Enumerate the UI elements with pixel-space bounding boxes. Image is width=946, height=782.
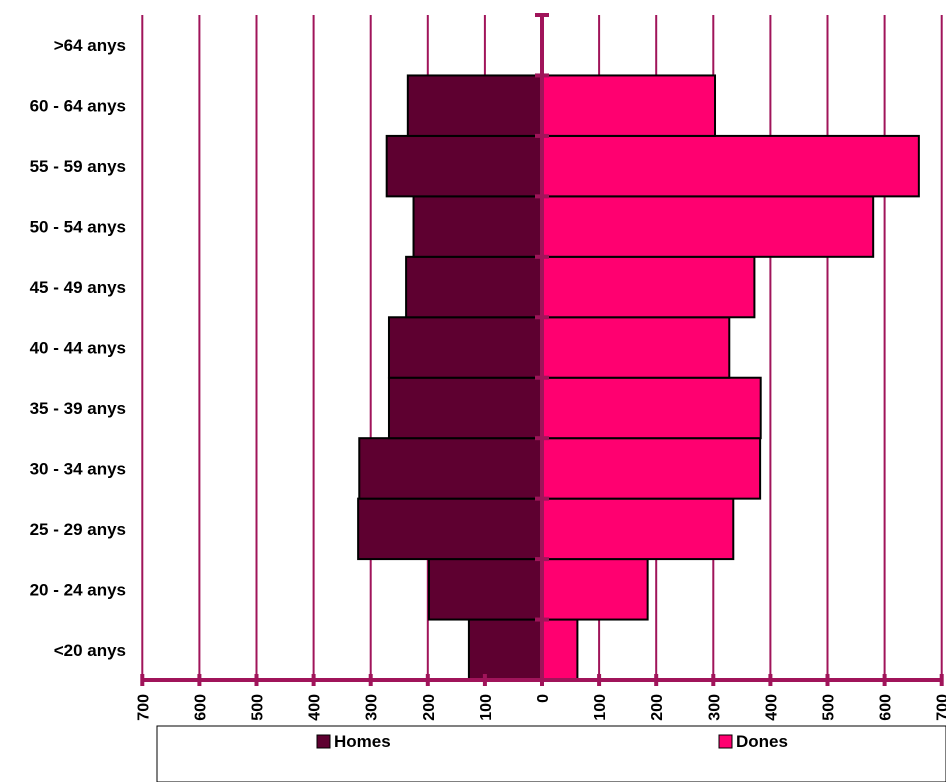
tick-label: 200 — [649, 694, 666, 721]
bars — [357, 74, 920, 682]
legend-swatch-dones — [718, 734, 733, 749]
category-label: 40 - 44 anys — [30, 339, 126, 358]
bar-homes — [357, 497, 543, 561]
tick-label: 100 — [478, 694, 495, 721]
legend-label-homes: Homes — [334, 732, 391, 751]
tick-label: 0 — [535, 694, 552, 703]
tick-label: 500 — [821, 694, 838, 721]
tick-label: 700 — [935, 694, 946, 721]
bar-dones — [541, 437, 762, 500]
bar-homes — [385, 134, 543, 198]
tick-label: 300 — [364, 694, 381, 721]
category-labels: <20 anys 20 - 24 anys 25 - 29 anys 30 - 34 … — [30, 36, 126, 660]
bar-dones — [541, 74, 717, 137]
category-label: 25 - 29 anys — [30, 520, 126, 539]
category-label: 35 - 39 anys — [30, 399, 126, 418]
bar-homes — [358, 437, 543, 500]
category-label: 30 - 34 anys — [30, 459, 126, 478]
tick-label: 400 — [763, 694, 780, 721]
bar-homes — [387, 316, 543, 379]
bar-dones — [541, 376, 762, 440]
bar-dones — [541, 497, 735, 561]
category-label: 45 - 49 anys — [30, 278, 126, 297]
bar-dones — [541, 195, 875, 258]
legend-box — [156, 725, 946, 782]
category-label: >64 anys — [54, 36, 126, 55]
tick-label: 600 — [878, 694, 895, 721]
legend-label-dones: Dones — [736, 732, 788, 751]
bar-homes — [412, 195, 543, 258]
category-label: 55 - 59 anys — [30, 157, 126, 176]
bar-dones — [541, 558, 649, 621]
tick-label: 500 — [250, 694, 267, 721]
bar-dones — [541, 134, 920, 198]
category-label: 50 - 54 anys — [30, 218, 126, 237]
legend: Homes Dones — [156, 725, 946, 782]
tick-label: 100 — [592, 694, 609, 721]
bar-homes — [467, 618, 543, 682]
category-label: 20 - 24 anys — [30, 580, 126, 599]
tick-label: 300 — [706, 694, 723, 721]
tick-label: 700 — [135, 694, 152, 721]
category-label: 60 - 64 anys — [30, 97, 126, 116]
tick-label: 400 — [307, 694, 324, 721]
bar-homes — [427, 558, 543, 621]
bar-homes — [405, 255, 543, 319]
category-label: <20 anys — [54, 641, 126, 660]
bar-dones — [541, 618, 579, 682]
bar-homes — [387, 376, 543, 440]
bar-dones — [541, 255, 756, 319]
bar-homes — [406, 74, 543, 137]
tick-labels: 700 600 500 400 300 200 100 0 100 200 300 400 500 600… — [135, 694, 946, 721]
axes — [140, 13, 944, 686]
legend-swatch-homes — [316, 734, 331, 749]
bar-dones — [541, 316, 731, 379]
tick-label: 200 — [421, 694, 438, 721]
tick-label: 600 — [192, 694, 209, 721]
